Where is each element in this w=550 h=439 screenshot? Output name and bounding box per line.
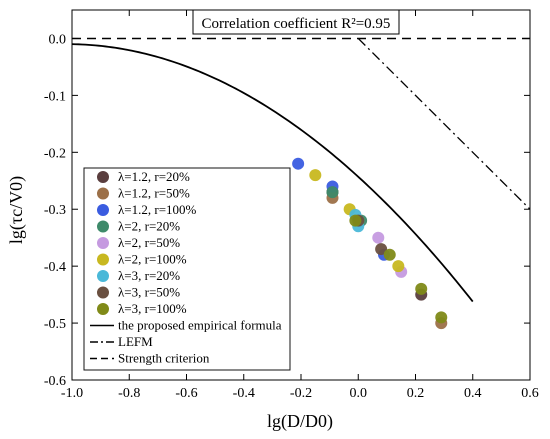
legend-label: λ=3, r=100% xyxy=(118,301,187,316)
legend-marker xyxy=(97,204,109,216)
legend-marker xyxy=(97,187,109,200)
legend-label: LEFM xyxy=(118,334,153,349)
legend: λ=1.2, r=20% λ=1.2, r=50%λ=1.2, r=100% λ=2… xyxy=(83,167,291,371)
data-point xyxy=(375,243,388,256)
legend-marker xyxy=(97,171,109,183)
x-tick-label: -0.4 xyxy=(233,386,255,401)
y-tick-label: -0.1 xyxy=(44,89,66,104)
x-tick-label: 0.6 xyxy=(521,386,539,401)
data-point xyxy=(326,186,339,199)
x-tick-label: 0.4 xyxy=(464,386,482,401)
x-tick-label: -0.2 xyxy=(290,386,312,401)
ticks: -1.0 -0.8 -0.6 -0.4 -0.2 0.0 0.2 0.4 0.6 0.0 -0.1 -… xyxy=(44,10,539,401)
y-tick-label: -0.6 xyxy=(44,374,66,389)
legend-label: Strength criterion xyxy=(118,351,210,366)
empirical-formula-curve xyxy=(71,43,474,303)
data-points xyxy=(292,157,448,330)
legend-marker xyxy=(97,303,109,315)
legend-label: the proposed empirical formula xyxy=(118,318,282,333)
legend-marker xyxy=(97,253,109,266)
legend-marker xyxy=(97,286,109,299)
legend-marker xyxy=(97,270,109,282)
x-tick-label: -0.8 xyxy=(118,386,140,401)
y-tick-label: -0.5 xyxy=(44,317,66,332)
legend-label: λ=2, r=50% xyxy=(118,235,180,250)
y-axis-label: lg(τc/V0) xyxy=(6,176,27,244)
legend-label: λ=1.2, r=20% xyxy=(118,169,190,184)
legend-label: λ=2, r=100% xyxy=(118,252,187,267)
legend-marker xyxy=(97,220,109,233)
legend-label: λ=1.2, r=50% xyxy=(118,186,190,201)
y-tick-label: -0.2 xyxy=(44,146,66,161)
data-point xyxy=(309,169,322,182)
x-tick-label: -0.6 xyxy=(175,386,197,401)
x-axis-label: lg(D/D0) xyxy=(267,411,333,432)
data-point xyxy=(392,260,405,273)
y-tick-label: 0.0 xyxy=(49,32,67,47)
y-tick-label: -0.3 xyxy=(44,203,66,218)
x-tick-label: 0.0 xyxy=(350,386,368,401)
annotation-box: Correlation coefficient R²=0.95 xyxy=(192,9,400,35)
legend-label: λ=3, r=50% xyxy=(118,285,180,300)
data-point xyxy=(415,282,428,295)
data-point xyxy=(349,214,362,227)
x-tick-label: 0.2 xyxy=(407,386,425,401)
data-point xyxy=(292,157,305,170)
legend-marker xyxy=(97,237,109,249)
annotation-text: Correlation coefficient R²=0.95 xyxy=(202,16,391,32)
x-tick-label: -1.0 xyxy=(61,386,83,401)
y-tick-label: -0.4 xyxy=(44,260,66,275)
lefm-line xyxy=(357,38,531,210)
legend-label: λ=3, r=20% xyxy=(118,268,180,283)
plot-lines xyxy=(71,37,531,303)
data-point xyxy=(372,231,385,244)
data-point xyxy=(383,248,396,261)
legend-label: λ=2, r=20% xyxy=(118,219,180,234)
data-point xyxy=(435,311,448,324)
legend-label: λ=1.2, r=100% xyxy=(118,202,197,217)
